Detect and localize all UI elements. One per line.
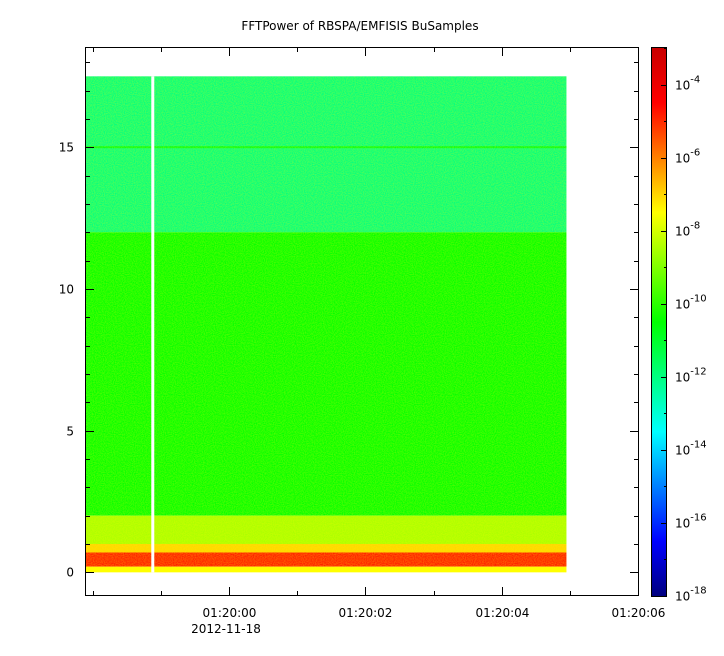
colorbar-tick-label: 10-18 <box>675 586 707 604</box>
x-tick-label: 01:20:00 <box>203 606 257 620</box>
x-axis: 01:20:00 01:20:02 01:20:04 01:20:06 <box>93 48 666 620</box>
colorbar-tick-label: 10-10 <box>675 294 707 312</box>
y-axis: 0 5 10 15 <box>59 62 638 580</box>
data-gap-line <box>151 76 155 573</box>
x-tick-label: 01:20:02 <box>339 606 393 620</box>
colorbar-tick-base: 10 <box>675 371 690 385</box>
colorbar-frame <box>651 47 667 597</box>
plot-frame <box>85 47 639 596</box>
colorbar-tick-label: 10-14 <box>675 440 707 458</box>
colorbar <box>652 48 666 596</box>
colorbar-tick-exponent: -16 <box>690 513 706 524</box>
x-tick-label: 01:20:04 <box>476 606 530 620</box>
colorbar-tick-label: 10-6 <box>675 148 700 166</box>
colorbar-tick-base: 10 <box>675 517 690 531</box>
y-tick-label: 5 <box>66 425 74 439</box>
colorbar-tick-label: 10-12 <box>675 367 707 385</box>
colorbar-tick-base: 10 <box>675 152 690 166</box>
colorbar-tick-exponent: -18 <box>690 586 706 597</box>
colorbar-tick-base: 10 <box>675 444 690 458</box>
colorbar-tick-label: 10-8 <box>675 221 700 239</box>
y-tick-label: 10 <box>59 283 74 297</box>
colorbar-tick-exponent: -10 <box>690 294 706 305</box>
colorbar-tick-exponent: -12 <box>690 367 706 378</box>
colorbar-tick-exponent: -8 <box>690 221 700 232</box>
colorbar-tick-base: 10 <box>675 79 690 93</box>
x-tick-label: 01:20:06 <box>612 606 666 620</box>
colorbar-tick-label: 10-16 <box>675 513 707 531</box>
chart-title: FFTPower of RBSPA/EMFISIS BuSamples <box>241 19 478 33</box>
y-tick-label: 15 <box>59 141 74 155</box>
colorbar-tick-base: 10 <box>675 298 690 312</box>
colorbar-tick-base: 10 <box>675 590 690 604</box>
colorbar-tick-exponent: -14 <box>690 440 706 451</box>
colorbar-tick-exponent: -4 <box>690 75 700 86</box>
y-tick-label: 0 <box>66 566 74 580</box>
colorbar-tick-label: 10-4 <box>675 75 700 93</box>
spectrogram-noise-texture <box>86 76 567 573</box>
colorbar-tick-base: 10 <box>675 225 690 239</box>
x-date-label: 2012-11-18 <box>191 622 261 636</box>
colorbar-tick-exponent: -6 <box>690 148 700 159</box>
